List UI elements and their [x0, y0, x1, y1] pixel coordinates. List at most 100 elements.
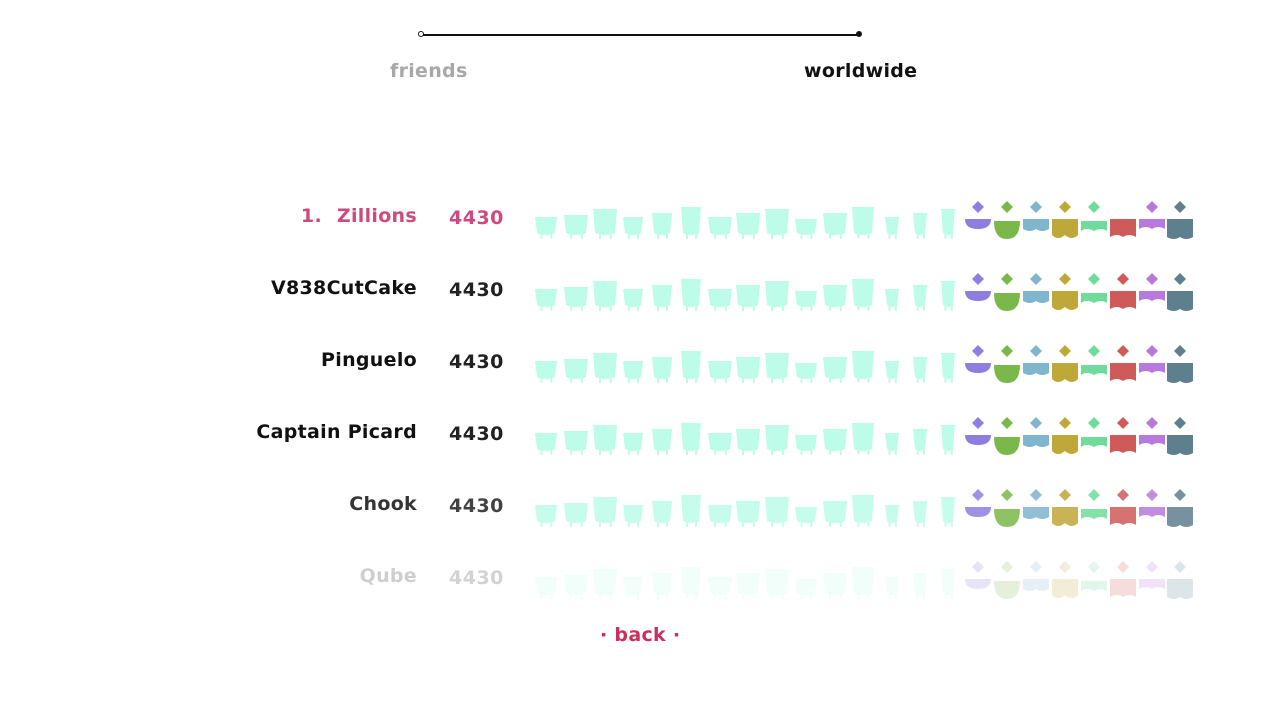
glass-piece-icon — [535, 577, 557, 599]
glass-piece-icon — [885, 361, 899, 383]
glass-piece-icon — [535, 289, 557, 311]
diamond-gem-icon — [1167, 201, 1193, 239]
glass-piece-icon — [795, 507, 817, 527]
glass-piece-icon — [681, 207, 701, 239]
glass-piece-icon — [564, 575, 588, 599]
diamond-gem-icon — [1167, 273, 1193, 311]
diamond-gem-icon — [1139, 201, 1165, 229]
leaderboard-row: V838CutCake 4430 — [0, 273, 1280, 337]
diamond-gem-icon — [1023, 345, 1049, 375]
diamond-gem-icon — [1139, 561, 1165, 589]
diamond-gem-icon — [1139, 273, 1165, 301]
glass-piece-icon — [765, 353, 789, 383]
glass-piece-icon — [823, 501, 847, 527]
glass-piece-icon — [623, 289, 643, 311]
glass-piece-icon — [913, 357, 927, 383]
glass-piece-icon — [941, 497, 955, 527]
glass-piece-icon — [795, 363, 817, 383]
glass-piece-icon — [593, 209, 617, 239]
glass-piece-icon — [852, 279, 874, 311]
glass-piece-icon — [765, 425, 789, 455]
glass-piece-icon — [736, 213, 760, 239]
diamond-gem-icon — [1081, 201, 1107, 231]
diamond-gem-icon — [1023, 417, 1049, 447]
diamond-gem-icon — [1052, 273, 1078, 310]
glass-piece-icon — [823, 573, 847, 599]
diamond-gem-icon — [994, 201, 1020, 239]
glass-piece-icon — [681, 567, 701, 599]
toggle-worldwide-label[interactable]: worldwide — [804, 60, 918, 82]
collected-pieces — [535, 561, 1193, 599]
glass-piece-icon — [885, 289, 899, 311]
diamond-gem-icon — [994, 417, 1020, 455]
glass-piece-icon — [736, 285, 760, 311]
glass-piece-icon — [913, 573, 927, 599]
glass-piece-icon — [708, 433, 732, 455]
player-name-text: Zillions — [336, 205, 417, 227]
diamond-gem-icon — [1081, 561, 1107, 591]
glass-piece-icon — [681, 351, 701, 383]
diamond-gem-icon — [1110, 219, 1136, 237]
diamond-gem-icon — [1023, 489, 1049, 519]
leaderboard-row: Captain Picard 4430 — [0, 417, 1280, 481]
player-name: 1. Zillions — [301, 205, 417, 227]
collected-pieces — [535, 201, 1193, 239]
glass-piece-icon — [708, 505, 732, 527]
glass-piece-icon — [913, 429, 927, 455]
scope-toggle[interactable]: friends worldwide — [380, 20, 920, 90]
player-name: V838CutCake — [271, 277, 417, 299]
glass-piece-icon — [535, 217, 557, 239]
glass-piece-icon — [564, 503, 588, 527]
diamond-gem-icon — [1052, 201, 1078, 238]
player-name: Captain Picard — [256, 421, 417, 443]
glass-piece-icon — [941, 425, 955, 455]
back-button[interactable]: · back · — [600, 624, 681, 646]
glass-piece-icon — [535, 361, 557, 383]
glass-piece-icon — [736, 357, 760, 383]
glass-piece-icon — [852, 567, 874, 599]
player-name: Chook — [349, 493, 417, 515]
diamond-gem-icon — [1167, 489, 1193, 527]
glass-piece-icon — [765, 569, 789, 599]
leaderboard-row: Pinguelo 4430 — [0, 345, 1280, 409]
toggle-dot-worldwide[interactable] — [856, 31, 862, 37]
collected-pieces — [535, 273, 1193, 311]
glass-piece-icon — [652, 429, 672, 455]
diamond-gem-icon — [1023, 273, 1049, 303]
glass-piece-icon — [852, 351, 874, 383]
glass-piece-icon — [852, 207, 874, 239]
glass-piece-icon — [623, 577, 643, 599]
player-score: 4430 — [449, 279, 504, 301]
diamond-gem-icon — [994, 345, 1020, 383]
player-rank: 1. — [300, 205, 329, 227]
glass-piece-icon — [652, 213, 672, 239]
diamond-gem-icon — [994, 273, 1020, 311]
glass-piece-icon — [795, 579, 817, 599]
glass-piece-icon — [913, 285, 927, 311]
diamond-gem-icon — [1167, 561, 1193, 599]
glass-piece-icon — [681, 279, 701, 311]
glass-piece-icon — [593, 569, 617, 599]
glass-piece-icon — [623, 433, 643, 455]
glass-piece-icon — [535, 433, 557, 455]
glass-piece-icon — [765, 209, 789, 239]
diamond-gem-icon — [965, 561, 991, 589]
glass-piece-icon — [681, 495, 701, 527]
glass-piece-icon — [795, 435, 817, 455]
toggle-track[interactable] — [420, 34, 860, 36]
diamond-gem-icon — [1167, 417, 1193, 455]
glass-piece-icon — [885, 433, 899, 455]
glass-piece-icon — [564, 215, 588, 239]
toggle-dot-friends[interactable] — [418, 31, 424, 37]
player-score: 4430 — [449, 351, 504, 373]
glass-piece-icon — [593, 425, 617, 455]
glass-piece-icon — [765, 497, 789, 527]
diamond-gem-icon — [1052, 489, 1078, 526]
glass-piece-icon — [941, 209, 955, 239]
glass-piece-icon — [593, 497, 617, 527]
glass-piece-icon — [852, 495, 874, 527]
toggle-friends-label[interactable]: friends — [390, 60, 468, 82]
diamond-gem-icon — [965, 345, 991, 373]
glass-piece-icon — [823, 213, 847, 239]
glass-piece-icon — [652, 285, 672, 311]
